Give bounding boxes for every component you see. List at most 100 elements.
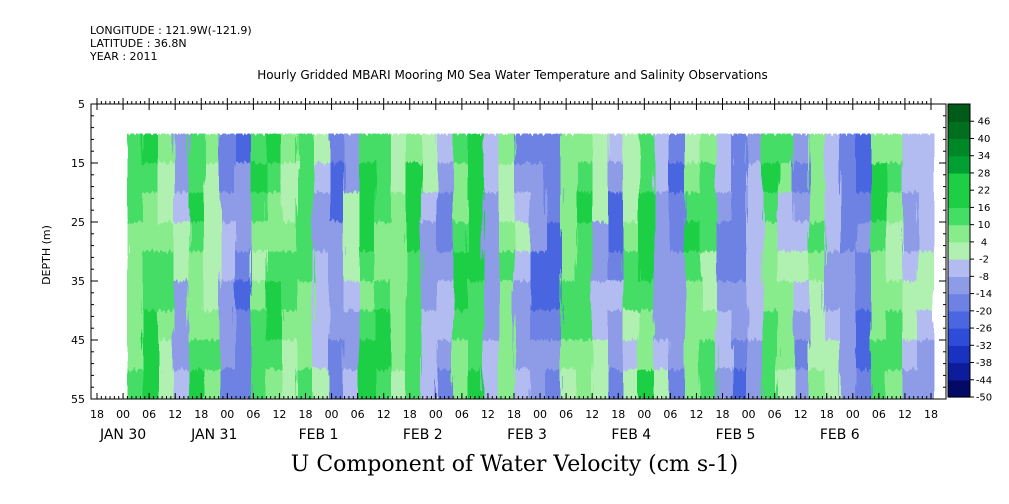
heatmap-cell [747, 222, 764, 253]
heatmap-cell [421, 163, 439, 194]
heatmap-cell [375, 133, 392, 164]
colorbar-swatch [948, 267, 970, 277]
heatmap-cell [328, 281, 346, 312]
heatmap-cell [189, 281, 206, 312]
x-tick-label: 12 [898, 408, 912, 421]
heatmap-cell [452, 222, 470, 253]
heatmap-cell [778, 281, 795, 312]
heatmap-cell [747, 340, 764, 371]
heatmap-cell [592, 133, 609, 164]
heatmap-cell [576, 133, 594, 164]
heatmap-cell [793, 192, 811, 223]
heatmap-cell [623, 163, 640, 194]
heatmap-cell [220, 163, 237, 194]
heatmap-cell [530, 251, 547, 282]
heatmap-cell [189, 340, 206, 371]
heatmap-cell [468, 340, 485, 371]
colorbar-tick-label: 46 [978, 117, 991, 128]
heatmap-cell [375, 281, 392, 312]
heatmap-cell [220, 340, 237, 371]
heatmap-cell [623, 310, 640, 341]
heatmap-cell [638, 369, 656, 399]
heatmap-cell [855, 340, 873, 371]
heatmap-cell [158, 281, 175, 312]
heatmap-cell [313, 163, 330, 194]
heatmap-cell [142, 310, 160, 341]
heatmap-cell [421, 340, 439, 371]
heatmap-field [127, 133, 935, 399]
x-tick-label: 12 [168, 408, 182, 421]
heatmap-cell [902, 281, 919, 312]
heatmap-cell [483, 281, 501, 312]
heatmap-cell [235, 310, 253, 341]
x-day-label: FEB 4 [611, 427, 651, 443]
heatmap-cell [545, 133, 563, 164]
heatmap-cell [189, 133, 206, 164]
heatmap-cell [747, 310, 764, 341]
heatmap-cell [499, 310, 516, 341]
colorbar: 46 40 34 28 22 16 10 4 -2 -8 -14 -20 -26 -32 -38 -44 -50 [947, 103, 992, 404]
heatmap-cell [173, 310, 191, 341]
heatmap-cell [235, 163, 253, 194]
x-tick-label: 06 [351, 408, 365, 421]
heatmap-cell [282, 163, 299, 194]
colorbar-tick-label: -2 [979, 255, 989, 266]
heatmap-cell [282, 133, 299, 164]
colorbar-swatch [948, 336, 970, 346]
x-tick-label: 18 [90, 408, 104, 421]
heatmap-cell [375, 163, 392, 194]
heatmap-cell [297, 310, 315, 341]
heatmap-cell [607, 192, 625, 223]
heatmap-cell [561, 310, 578, 341]
colorbar-swatch [948, 190, 970, 200]
heatmap-cell [142, 340, 160, 371]
heatmap-cell [282, 340, 299, 371]
x-day-label: FEB 2 [403, 427, 443, 443]
heatmap-cell [359, 133, 377, 164]
colorbar-swatch [948, 276, 970, 286]
heatmap-cell [173, 281, 191, 312]
heatmap-cell [840, 222, 857, 253]
heatmap-cell [886, 251, 904, 282]
x-tick-label: 06 [455, 408, 469, 421]
x-tick-label: 00 [533, 408, 547, 421]
heatmap-cell [545, 369, 563, 399]
heatmap-cell [793, 222, 811, 253]
heatmap-cell [452, 163, 470, 194]
heatmap-cell [654, 251, 671, 282]
heatmap-cell [917, 281, 935, 312]
heatmap-cell [731, 310, 749, 341]
colorbar-swatch [948, 181, 970, 191]
heatmap-cell [824, 340, 842, 371]
heatmap-cell [189, 192, 206, 223]
heatmap-cell [266, 310, 284, 341]
heatmap-cell [731, 369, 749, 399]
heatmap-cell [204, 133, 222, 164]
heatmap-cell [483, 251, 501, 282]
heatmap-cell [669, 310, 687, 341]
heatmap-cell [762, 163, 780, 194]
heatmap-cell [468, 163, 485, 194]
heatmap-cell [344, 369, 361, 399]
heatmap-cell [592, 222, 609, 253]
heatmap-cell [204, 251, 222, 282]
heatmap-cell [235, 133, 253, 164]
heatmap-cell [793, 340, 811, 371]
heatmap-cell [344, 281, 361, 312]
heatmap-cell [824, 133, 842, 164]
heatmap-cell [716, 251, 733, 282]
heatmap-cell [530, 340, 547, 371]
heatmap-cell [437, 251, 454, 282]
heatmap-cell [654, 310, 671, 341]
heatmap-cell [669, 340, 687, 371]
heatmap-cell [778, 310, 795, 341]
heatmap-cell [731, 281, 749, 312]
heatmap-cell [840, 310, 857, 341]
heatmap-cell [855, 222, 873, 253]
heatmap-cell [375, 251, 392, 282]
x-tick-label: 18 [924, 408, 938, 421]
heatmap-cell [545, 251, 563, 282]
colorbar-tick-label: 28 [978, 168, 991, 179]
heatmap-cell [917, 163, 935, 194]
heatmap-cell [824, 369, 842, 399]
